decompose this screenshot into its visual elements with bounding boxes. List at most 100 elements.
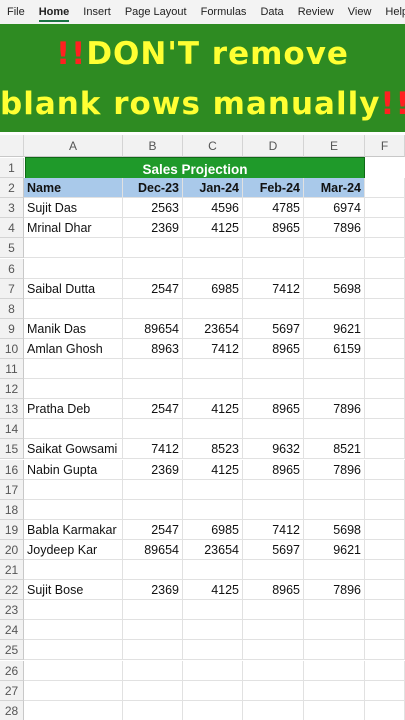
- column-header-f[interactable]: F: [365, 135, 405, 157]
- blank-cell[interactable]: [243, 700, 304, 720]
- blank-cell[interactable]: [183, 600, 243, 621]
- table-cell[interactable]: 7412: [243, 278, 304, 299]
- blank-cell[interactable]: [243, 258, 304, 279]
- table-cell[interactable]: [365, 539, 405, 560]
- row-header[interactable]: 22: [0, 580, 24, 601]
- blank-cell[interactable]: [304, 560, 365, 580]
- row-header[interactable]: 14: [0, 419, 24, 440]
- blank-cell[interactable]: [24, 379, 123, 400]
- row-header[interactable]: 23: [0, 600, 24, 621]
- blank-cell[interactable]: [243, 298, 304, 319]
- table-cell[interactable]: [365, 218, 405, 239]
- table-cell[interactable]: 6974: [304, 198, 365, 219]
- table-cell[interactable]: 4596: [183, 198, 243, 219]
- table-cell[interactable]: 2547: [123, 399, 183, 420]
- table-cell[interactable]: 4125: [183, 459, 243, 480]
- blank-cell[interactable]: [304, 640, 365, 661]
- table-cell[interactable]: 2369: [123, 459, 183, 480]
- table-cell[interactable]: 5698: [304, 519, 365, 540]
- column-header-e[interactable]: E: [304, 135, 365, 157]
- table-cell[interactable]: Nabin Gupta: [24, 459, 123, 480]
- blank-cell[interactable]: [183, 700, 243, 720]
- blank-cell[interactable]: [243, 660, 304, 681]
- row-header[interactable]: 17: [0, 479, 24, 500]
- table-cell[interactable]: Joydeep Kar: [24, 539, 123, 560]
- column-header-d[interactable]: D: [243, 135, 304, 157]
- table-cell[interactable]: [365, 318, 405, 339]
- blank-cell[interactable]: [123, 640, 183, 661]
- select-all-corner[interactable]: [0, 135, 24, 157]
- table-cell[interactable]: 4125: [183, 399, 243, 420]
- row-header[interactable]: 8: [0, 298, 24, 319]
- table-cell[interactable]: 7896: [304, 218, 365, 239]
- row-header[interactable]: 6: [0, 258, 24, 279]
- menu-help[interactable]: Help: [385, 6, 405, 18]
- blank-cell[interactable]: [304, 620, 365, 641]
- header-cell[interactable]: Feb-24: [243, 178, 304, 199]
- blank-cell[interactable]: [123, 238, 183, 259]
- table-cell[interactable]: 7412: [123, 439, 183, 460]
- menu-data[interactable]: Data: [260, 6, 284, 18]
- table-cell[interactable]: 23654: [183, 318, 243, 339]
- blank-cell[interactable]: [365, 479, 405, 500]
- row-header[interactable]: 5: [0, 238, 24, 259]
- blank-cell[interactable]: [243, 359, 304, 379]
- blank-cell[interactable]: [24, 640, 123, 661]
- table-cell[interactable]: 5697: [243, 539, 304, 560]
- blank-cell[interactable]: [24, 419, 123, 440]
- blank-cell[interactable]: [365, 600, 405, 621]
- menu-view[interactable]: View: [347, 6, 372, 18]
- table-cell[interactable]: 8523: [183, 439, 243, 460]
- table-cell[interactable]: 6985: [183, 278, 243, 299]
- blank-cell[interactable]: [365, 660, 405, 681]
- table-cell[interactable]: Sujit Das: [24, 198, 123, 219]
- blank-cell[interactable]: [183, 298, 243, 319]
- table-cell[interactable]: [365, 439, 405, 460]
- blank-cell[interactable]: [365, 499, 405, 520]
- blank-cell[interactable]: [304, 359, 365, 379]
- blank-cell[interactable]: [304, 298, 365, 319]
- table-cell[interactable]: 7412: [243, 519, 304, 540]
- menu-file[interactable]: File: [7, 6, 25, 18]
- header-cell[interactable]: Mar-24: [304, 178, 365, 199]
- row-header[interactable]: 16: [0, 459, 24, 480]
- table-cell[interactable]: 6159: [304, 338, 365, 359]
- blank-cell[interactable]: [183, 238, 243, 259]
- table-cell[interactable]: [365, 459, 405, 480]
- blank-cell[interactable]: [365, 560, 405, 580]
- blank-cell[interactable]: [183, 620, 243, 641]
- blank-cell[interactable]: [304, 600, 365, 621]
- table-cell[interactable]: 7896: [304, 399, 365, 420]
- table-cell[interactable]: 89654: [123, 539, 183, 560]
- blank-cell[interactable]: [123, 258, 183, 279]
- table-cell[interactable]: 89654: [123, 318, 183, 339]
- blank-cell[interactable]: [123, 560, 183, 580]
- table-cell[interactable]: 2563: [123, 198, 183, 219]
- menu-formulas[interactable]: Formulas: [200, 6, 247, 18]
- blank-cell[interactable]: [365, 640, 405, 661]
- blank-cell[interactable]: [123, 359, 183, 379]
- table-cell[interactable]: Saikat Gowsami: [24, 439, 123, 460]
- blank-cell[interactable]: [123, 660, 183, 681]
- table-cell[interactable]: 4785: [243, 198, 304, 219]
- row-header[interactable]: 28: [0, 700, 24, 720]
- blank-cell[interactable]: [304, 660, 365, 681]
- row-header[interactable]: 19: [0, 519, 24, 540]
- table-cell[interactable]: 9632: [243, 439, 304, 460]
- blank-cell[interactable]: [183, 680, 243, 701]
- blank-cell[interactable]: [365, 700, 405, 720]
- table-cell[interactable]: Amlan Ghosh: [24, 338, 123, 359]
- blank-cell[interactable]: [304, 700, 365, 720]
- table-cell[interactable]: 2369: [123, 580, 183, 601]
- menu-review[interactable]: Review: [297, 6, 334, 18]
- menu-page-layout[interactable]: Page Layout: [124, 6, 187, 18]
- blank-cell[interactable]: [123, 379, 183, 400]
- row-header[interactable]: 13: [0, 399, 24, 420]
- blank-cell[interactable]: [243, 379, 304, 400]
- blank-cell[interactable]: [24, 258, 123, 279]
- column-header-b[interactable]: B: [123, 135, 183, 157]
- table-cell[interactable]: 8963: [123, 338, 183, 359]
- blank-cell[interactable]: [183, 660, 243, 681]
- table-cell[interactable]: Mrinal Dhar: [24, 218, 123, 239]
- table-cell[interactable]: [365, 519, 405, 540]
